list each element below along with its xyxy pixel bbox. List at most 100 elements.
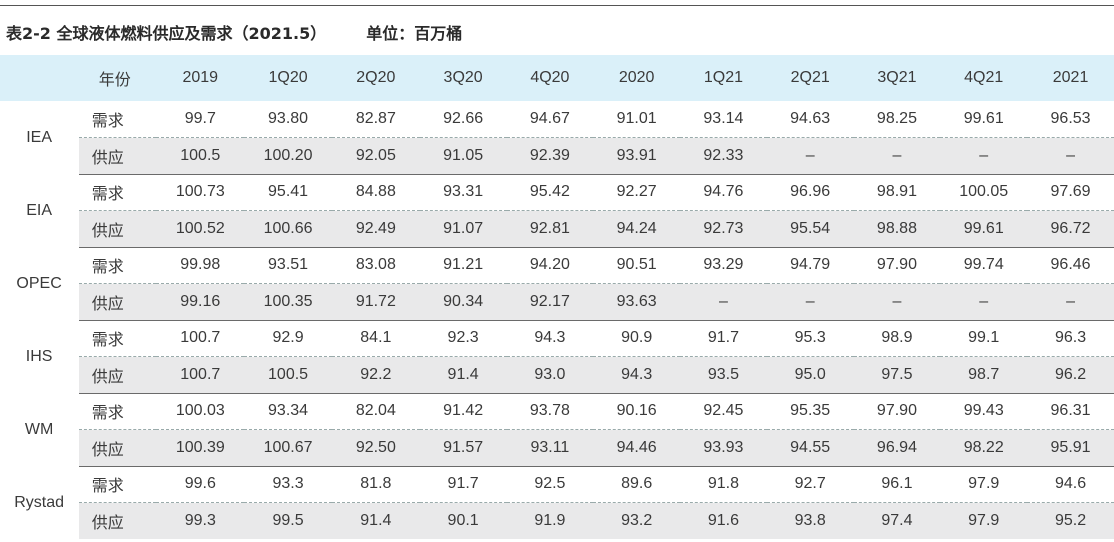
- header-period: 3Q20: [443, 69, 483, 86]
- supply-value-cell: –: [680, 283, 767, 321]
- demand-value-cell: 92.27: [593, 174, 681, 211]
- demand-value-cell: 91.21: [419, 247, 507, 284]
- header-period: 3Q21: [877, 69, 917, 86]
- supply-value-cell: 93.0: [506, 356, 594, 394]
- supply-value-cell: 99.61: [940, 210, 1028, 248]
- supply-value-cell: 92.50: [331, 429, 420, 467]
- supply-value-cell: 94.3: [593, 356, 681, 394]
- table-row: 供应 100.7 100.5 92.2 91.4 93.0 94.3 93.5 95.0 97.5…: [0, 356, 1114, 394]
- header-period: 2020: [618, 69, 655, 86]
- supply-value-cell: –: [853, 283, 941, 321]
- supply-value-cell: 100.39: [156, 429, 245, 467]
- supply-label: 供应: [78, 210, 157, 248]
- demand-value-cell: 99.1: [940, 320, 1028, 357]
- demand-value-cell: 83.08: [331, 247, 420, 284]
- demand-value-cell: 93.29: [680, 247, 767, 284]
- supply-value-cell: 93.8: [766, 502, 854, 539]
- supply-value-cell: 92.2: [331, 356, 420, 394]
- supply-value-cell: 90.34: [419, 283, 507, 321]
- supply-value-cell: 100.7: [156, 356, 245, 394]
- header-period: 2021: [1052, 69, 1089, 86]
- supply-value-cell: 97.5: [853, 356, 941, 394]
- supply-value-cell: 99.5: [244, 502, 332, 539]
- supply-value-cell: –: [940, 283, 1028, 321]
- table-row: 供应 99.16 100.35 91.72 90.34 92.17 93.63– – – – –: [0, 283, 1114, 321]
- demand-value-cell: 97.9: [940, 466, 1028, 503]
- demand-value-cell: 92.5: [506, 466, 594, 503]
- demand-value-cell: 94.3: [506, 320, 594, 357]
- table-caption: 表2-2 全球液体燃料供应及需求（2021.5）: [6, 24, 327, 43]
- header-period: 4Q21: [964, 69, 1004, 86]
- demand-value-cell: 96.53: [1027, 101, 1114, 138]
- demand-value-cell: 94.6: [1027, 466, 1114, 503]
- table-row: 供应 100.39 100.67 92.50 91.57 93.11 94.46 93.93 9…: [0, 429, 1114, 467]
- demand-value-cell: 91.7: [419, 466, 507, 503]
- supply-value-cell: 95.91: [1027, 429, 1114, 467]
- demand-value-cell: 95.3: [766, 320, 854, 357]
- table-row: 供应 99.3 99.5 91.4 90.1 91.9 93.2 91.6 93.8 97.4 97…: [0, 502, 1114, 539]
- supply-value-cell: 100.66: [244, 210, 332, 248]
- table-row: WM 需求 100.03 93.34 82.04 91.42 93.78 90.16 92.45…: [0, 393, 1114, 466]
- demand-value-cell: 90.16: [593, 393, 681, 430]
- supply-value-cell: 98.7: [940, 356, 1028, 394]
- unit-label: 单位：百万桶: [366, 24, 463, 43]
- supply-value-cell: –: [766, 283, 854, 321]
- supply-value-cell: 95.0: [766, 356, 854, 394]
- demand-value-cell: 81.8: [331, 466, 420, 503]
- supply-value-cell: 91.57: [419, 429, 507, 467]
- supply-value-cell: 91.6: [680, 502, 767, 539]
- supply-value-cell: –: [766, 137, 854, 175]
- demand-value-cell: 94.67: [506, 101, 594, 138]
- supply-value-cell: 92.05: [331, 137, 420, 175]
- supply-value-cell: 100.5: [156, 137, 245, 175]
- demand-value-cell: 98.25: [853, 101, 941, 138]
- header-period: 4Q20: [530, 69, 570, 86]
- supply-value-cell: 99.16: [156, 283, 245, 321]
- demand-value-cell: 96.31: [1027, 393, 1114, 430]
- demand-value-cell: 95.41: [244, 174, 332, 211]
- supply-value-cell: 92.39: [506, 137, 594, 175]
- supply-value-cell: 93.11: [506, 429, 594, 467]
- demand-label: 需求: [78, 101, 157, 138]
- demand-value-cell: 97.90: [853, 247, 941, 284]
- supply-value-cell: 98.22: [940, 429, 1028, 467]
- source-name: IHS: [0, 320, 80, 393]
- supply-value-cell: 94.24: [593, 210, 681, 248]
- demand-value-cell: 84.88: [331, 174, 420, 211]
- supply-value-cell: –: [940, 137, 1028, 175]
- supply-value-cell: –: [853, 137, 941, 175]
- supply-value-cell: 100.52: [156, 210, 245, 248]
- supply-value-cell: 93.93: [680, 429, 767, 467]
- table-row: IEA 需求 99.7 93.80 82.87 92.66 94.67 91.01 93.14 9…: [0, 101, 1114, 174]
- supply-value-cell: 92.73: [680, 210, 767, 248]
- demand-label: 需求: [78, 393, 157, 430]
- supply-value-cell: 91.07: [419, 210, 507, 248]
- demand-value-cell: 92.66: [419, 101, 507, 138]
- demand-value-cell: 93.3: [244, 466, 332, 503]
- header-corner: [0, 55, 79, 101]
- table-row: 供应 100.52 100.66 92.49 91.07 92.81 94.24 92.73 9…: [0, 210, 1114, 248]
- demand-value-cell: 93.31: [419, 174, 507, 211]
- demand-value-cell: 99.43: [940, 393, 1028, 430]
- supply-demand-table: 年份 2019 1Q20 2Q20 3Q20 4Q20 2020 1Q21 2Q21 3Q21 4…: [0, 55, 1114, 539]
- demand-value-cell: 99.6: [156, 466, 245, 503]
- demand-value-cell: 91.7: [680, 320, 767, 357]
- demand-value-cell: 94.63: [766, 101, 854, 138]
- demand-value-cell: 94.20: [506, 247, 594, 284]
- table-row: 供应 100.5 100.20 92.05 91.05 92.39 93.91 92.33– –…: [0, 137, 1114, 175]
- demand-value-cell: 100.73: [156, 174, 245, 211]
- demand-label: 需求: [78, 320, 157, 357]
- demand-value-cell: 96.96: [766, 174, 854, 211]
- supply-value-cell: 93.5: [680, 356, 767, 394]
- demand-value-cell: 94.79: [766, 247, 854, 284]
- demand-label: 需求: [78, 174, 157, 211]
- source-name: Rystad: [0, 466, 80, 539]
- header-period: 1Q20: [268, 69, 308, 86]
- supply-value-cell: 94.46: [593, 429, 681, 467]
- demand-value-cell: 91.8: [680, 466, 767, 503]
- table-row: Rystad 需求 99.6 93.3 81.8 91.7 92.5 89.6 91.8 92.7…: [0, 466, 1114, 539]
- demand-value-cell: 100.03: [156, 393, 245, 430]
- supply-value-cell: 90.1: [419, 502, 507, 539]
- supply-value-cell: 91.4: [419, 356, 507, 394]
- top-rule: [0, 5, 1114, 6]
